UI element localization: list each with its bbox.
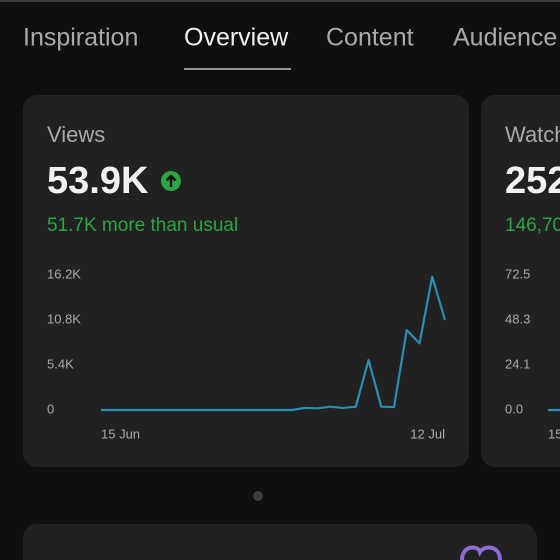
card[interactable] bbox=[481, 95, 560, 467]
y-tick-label: 10.8K bbox=[47, 311, 81, 326]
card-content: Views 53.9K 51.7K more than usual 16.2K 1… bbox=[47, 122, 447, 441]
metric-value: 53.9K bbox=[47, 160, 149, 202]
tab[interactable]: Inspiration bbox=[23, 24, 138, 52]
metric-label: Watch bbox=[505, 122, 560, 147]
metric-value: 252 bbox=[505, 160, 560, 202]
line-series bbox=[101, 275, 447, 412]
x-tick-label: 12 Jul bbox=[410, 426, 445, 441]
tab[interactable]: Audience bbox=[453, 24, 557, 52]
tab-underline bbox=[184, 68, 291, 70]
comparison: 146,70 bbox=[505, 215, 560, 236]
tab[interactable]: Content bbox=[326, 24, 414, 52]
y-tick-label: 0 bbox=[47, 401, 54, 416]
y-tick-label: 72.5 bbox=[505, 266, 530, 281]
top-border bbox=[0, 0, 560, 2]
card[interactable] bbox=[23, 524, 537, 560]
y-tick-label: 24.1 bbox=[505, 357, 530, 372]
page-indicator[interactable] bbox=[253, 491, 263, 501]
comparison: 51.7K more than usual bbox=[47, 215, 238, 236]
tab-selected[interactable]: Overview bbox=[184, 24, 289, 52]
x-tick-label: 15 Jun bbox=[101, 426, 140, 441]
card-content: Watch 252 146,70 72.5 48.3 24.1 0.0 15 bbox=[505, 122, 560, 441]
icon bbox=[460, 545, 502, 560]
y-tick-label: 48.3 bbox=[505, 311, 530, 326]
y-tick-label: 16.2K bbox=[47, 266, 81, 281]
card[interactable] bbox=[23, 95, 469, 467]
up-arrow bbox=[165, 174, 177, 187]
x-tick-label: 15 bbox=[548, 426, 560, 441]
y-tick-label: 0.0 bbox=[505, 401, 523, 416]
metric-label: Views bbox=[47, 122, 105, 147]
y-tick-label: 5.4K bbox=[47, 356, 74, 371]
